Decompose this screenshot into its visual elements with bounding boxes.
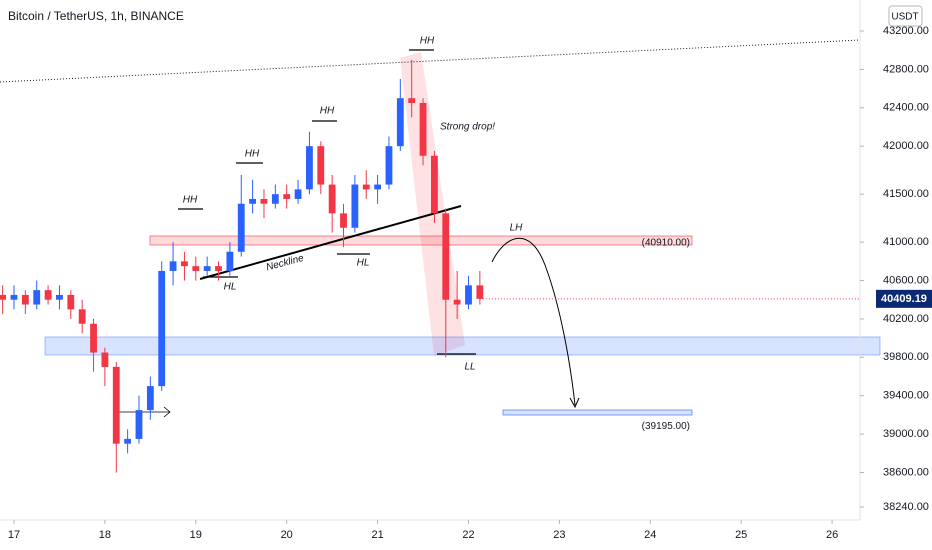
- level-label: (39195.00): [642, 421, 690, 432]
- candle-body: [385, 146, 393, 185]
- candle-body: [317, 146, 325, 185]
- x-tick-label: 20: [281, 529, 293, 541]
- target-zone: [502, 409, 693, 416]
- candle-body: [465, 285, 472, 305]
- candle-body: [306, 146, 313, 190]
- level-label: (40910.00): [642, 237, 690, 248]
- candle-body: [328, 184, 336, 214]
- candle-body: [396, 98, 404, 147]
- candle-body: [226, 251, 234, 271]
- y-tick-label: 40600.00: [883, 274, 929, 286]
- projection-arrow: [491, 237, 576, 406]
- small-arrow: [117, 406, 171, 418]
- candle-body: [124, 438, 132, 444]
- candle-body: [374, 184, 382, 190]
- x-tick-label: 22: [462, 529, 474, 541]
- candle-body: [56, 294, 63, 300]
- candle-body: [33, 290, 41, 305]
- x-tick-label: 17: [8, 529, 20, 541]
- y-tick-label: 38240.00: [883, 501, 929, 513]
- candle-body: [21, 294, 29, 305]
- chart-title: Bitcoin / TetherUS, 1h, BINANCE: [8, 9, 184, 23]
- swing-markers: [178, 49, 476, 355]
- y-tick-label: 42800.00: [883, 63, 929, 75]
- x-tick-label: 18: [99, 529, 111, 541]
- candle-body: [362, 184, 370, 190]
- x-tick-label: 25: [735, 529, 747, 541]
- y-tick-label: 43200.00: [883, 25, 929, 37]
- candle-body: [169, 261, 177, 271]
- x-tick-label: 26: [826, 529, 838, 541]
- x-tick-label: 23: [553, 529, 565, 541]
- ll-label: LL: [464, 362, 475, 373]
- hh-label: HH: [420, 36, 435, 47]
- neckline: [199, 205, 462, 280]
- arrow-head: [569, 397, 580, 409]
- candle-body: [340, 213, 347, 228]
- y-tick-label: 39000.00: [883, 428, 929, 440]
- hh-label: HH: [245, 149, 260, 160]
- currency-button[interactable]: [888, 5, 923, 27]
- last-price-label: 40409.19: [881, 293, 927, 305]
- candle-body: [430, 155, 438, 214]
- candle-body: [351, 184, 359, 228]
- y-tick-label: 41500.00: [883, 188, 929, 200]
- y-tick-label: 39400.00: [883, 390, 929, 402]
- y-tick-label: 42400.00: [883, 102, 929, 114]
- candle-body: [101, 352, 109, 367]
- last-price-box: [876, 289, 932, 308]
- drop-label: Strong drop!: [440, 122, 495, 133]
- candle-body: [0, 294, 7, 300]
- hh-label: HH: [183, 195, 198, 206]
- x-tick-label: 19: [190, 529, 202, 541]
- hh-label: HH: [320, 106, 335, 117]
- candle-body: [112, 366, 120, 444]
- candle-body: [476, 285, 484, 299]
- lh-label: LH: [510, 223, 524, 234]
- candle-body: [146, 386, 154, 411]
- candle-body: [249, 198, 257, 204]
- candle-body: [419, 102, 427, 156]
- y-tick-label: 40200.00: [883, 313, 929, 325]
- candle-body: [135, 410, 143, 439]
- candle-body: [453, 299, 461, 305]
- support-zone: [44, 336, 881, 356]
- candle-body: [10, 294, 18, 300]
- candle-body: [78, 309, 86, 324]
- candle-body: [260, 198, 268, 204]
- hl-label: HL: [224, 282, 237, 293]
- candle-body: [90, 323, 97, 353]
- x-tick-label: 24: [644, 529, 656, 541]
- candle-body: [237, 203, 245, 252]
- resistance-zone: [149, 235, 693, 246]
- y-tick-label: 38600.00: [883, 466, 929, 478]
- x-tick-label: 21: [371, 529, 383, 541]
- candle-body: [192, 266, 200, 271]
- candle-body: [283, 194, 291, 199]
- y-tick-label: 39800.00: [883, 351, 929, 363]
- candle-body: [67, 294, 75, 310]
- y-tick-label: 41000.00: [883, 236, 929, 248]
- trend-line: [0, 39, 861, 83]
- candle-body: [294, 189, 302, 199]
- candle-body: [271, 194, 279, 204]
- candle-body: [442, 213, 450, 300]
- y-tick-label: 42000.00: [883, 140, 929, 152]
- candle-body: [181, 261, 188, 267]
- candle-body: [158, 270, 166, 387]
- candle-body: [215, 266, 222, 271]
- candle-body: [408, 98, 416, 103]
- hl-label: HL: [357, 258, 370, 269]
- candle-body: [203, 266, 211, 271]
- currency-label: USDT: [891, 12, 918, 23]
- candle-body: [44, 290, 52, 300]
